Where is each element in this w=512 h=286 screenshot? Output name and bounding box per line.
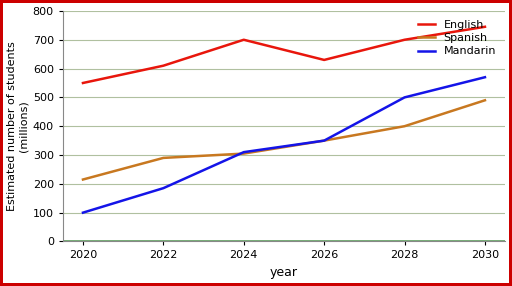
X-axis label: year: year	[270, 266, 298, 279]
Legend: English, Spanish, Mandarin: English, Spanish, Mandarin	[415, 17, 500, 60]
Y-axis label: Estimated number of students
(millions): Estimated number of students (millions)	[7, 41, 29, 211]
